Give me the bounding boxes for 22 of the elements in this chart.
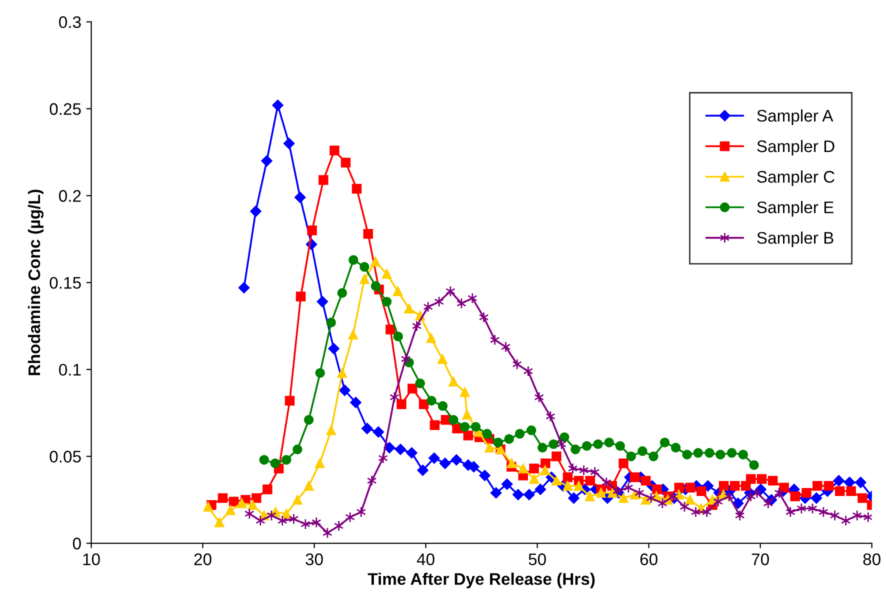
y-tick-label: 0.1 bbox=[59, 364, 81, 376]
y-tick-label: 0.3 bbox=[59, 16, 81, 28]
x-tick-label: 80 bbox=[863, 553, 880, 566]
legend-label: Sampler C bbox=[757, 170, 834, 186]
x-tick-label: 50 bbox=[528, 553, 546, 566]
y-tick-label: 0.05 bbox=[50, 450, 81, 463]
y-tick-label: 0.15 bbox=[50, 276, 81, 289]
x-tick-label: 60 bbox=[640, 553, 658, 566]
x-axis-title: Time After Dye Release (Hrs) bbox=[368, 572, 595, 588]
x-tick-label: 30 bbox=[306, 553, 323, 566]
y-tick-label: 0 bbox=[72, 538, 81, 550]
y-tick-label: 0.2 bbox=[59, 190, 81, 202]
y-axis-title: Rhodamine Conc (µg/L) bbox=[28, 190, 44, 376]
x-tick-label: 70 bbox=[752, 553, 769, 566]
x-tick-label: 10 bbox=[83, 553, 100, 566]
x-tick-label: 20 bbox=[194, 553, 212, 566]
x-tick-label: 40 bbox=[416, 553, 434, 566]
legend-label: Sampler D bbox=[757, 140, 834, 156]
legend-label: Sampler A bbox=[757, 109, 834, 125]
y-tick-label: 0.25 bbox=[50, 103, 81, 115]
legend-label: Sampler E bbox=[757, 201, 834, 217]
legend-label: Sampler B bbox=[757, 232, 834, 248]
